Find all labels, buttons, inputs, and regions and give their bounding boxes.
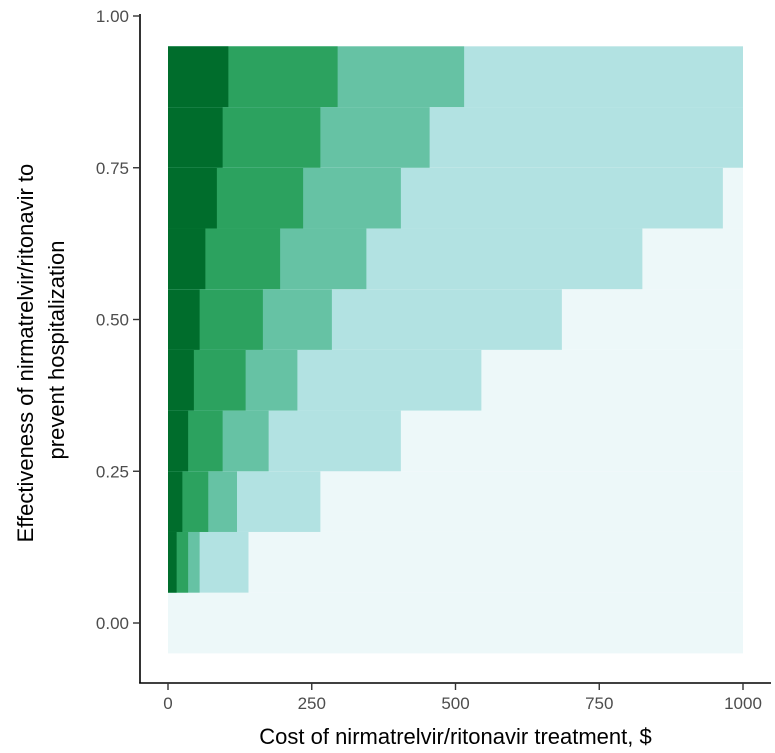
heatmap-cell-row-4-level-4 [168, 349, 194, 411]
y-tick-label: 0.25 [96, 462, 129, 481]
y-axis-title-line-2: prevent hospitalization [44, 241, 69, 460]
y-tick-label: 0.75 [96, 159, 129, 178]
heatmap-cell-row-3-level-4 [168, 410, 189, 472]
x-axis-title: Cost of nirmatrelvir/ritonavir treatment… [259, 724, 651, 749]
heatmap-cell-row-1-level-0 [168, 531, 743, 593]
x-tick-label: 1000 [724, 694, 762, 713]
heatmap-cell-row-7-level-4 [168, 167, 217, 229]
x-tick-label: 500 [441, 694, 469, 713]
x-tick-label: 250 [298, 694, 326, 713]
x-tick-label: 0 [163, 694, 172, 713]
y-tick-label: 0.50 [96, 311, 129, 330]
heatmap-cell-row-1-level-4 [168, 531, 177, 593]
x-tick-label: 750 [585, 694, 613, 713]
x-axis-ticks: 0 250 500 750 1000 [163, 683, 762, 713]
y-tick-label: 0.00 [96, 614, 129, 633]
y-axis-ticks: 0.00 0.25 0.50 0.75 1.00 [96, 7, 140, 633]
y-axis-title-line-1: Effectiveness of nirmatrelvir/ritonavir … [13, 164, 38, 543]
heatmap-cell-row-8-level-4 [168, 107, 223, 168]
heatmap-cell-row-5-level-4 [168, 289, 200, 350]
heatmap-cell-row-0-level-0 [168, 592, 743, 654]
heatmap-cells [168, 46, 743, 654]
y-axis-title: Effectiveness of nirmatrelvir/ritonavir … [13, 158, 69, 543]
heatmap-cell-row-2-level-4 [168, 471, 183, 532]
heatmap-cell-row-9-level-4 [168, 46, 229, 108]
heatmap-cell-row-6-level-4 [168, 228, 206, 290]
y-tick-label: 1.00 [96, 7, 129, 26]
